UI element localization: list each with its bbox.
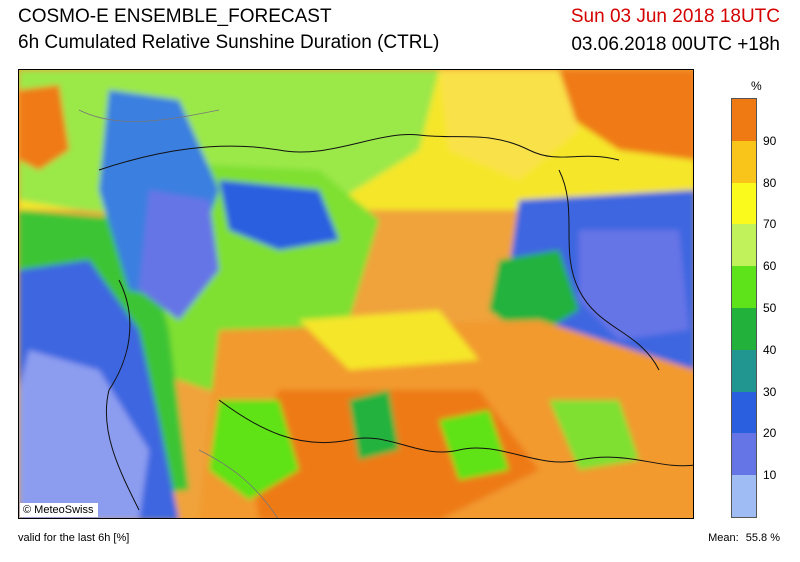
field-south-green-4 (549, 400, 639, 470)
legend-swatch-20-30 (732, 391, 756, 434)
field-northeast-yellow (439, 70, 579, 180)
validity-note: valid for the last 6h [%] (18, 532, 130, 544)
field-northwest-orange (19, 85, 69, 170)
mean-label: Mean: (708, 532, 739, 544)
legend-swatch-90-100 (732, 99, 756, 141)
chart-subtitle: 6h Cumulated Relative Sunshine Duration … (18, 32, 440, 53)
legend-tick-label: 40 (763, 342, 777, 357)
legend-tick-label: 70 (763, 217, 777, 232)
legend-tick-label: 90 (763, 133, 777, 148)
legend-tick-label: 50 (763, 301, 777, 315)
border-line-grey-1 (78, 109, 220, 122)
mean-value: 55.8 % (745, 532, 780, 544)
legend-tick-label: 60 (763, 259, 777, 274)
legend-swatch-70-80 (732, 182, 756, 225)
legend-swatch-50-60 (732, 266, 756, 308)
legend-swatch-40-50 (732, 308, 756, 350)
field-west-lightblue (19, 350, 149, 518)
field-inner-blue (139, 190, 219, 320)
field-jura-blue (219, 180, 339, 250)
legend-swatch-30-40 (732, 349, 756, 392)
legend-tick-label: 30 (763, 384, 777, 399)
border-line-grey-2 (198, 449, 279, 518)
legend-tick-label: 20 (763, 426, 777, 441)
chart-title: COSMO-E ENSEMBLE_FORECAST (18, 6, 332, 27)
legend-tick-label: 10 (763, 468, 777, 483)
field-northeast-orange (539, 70, 693, 160)
legend-swatch-80-90 (732, 140, 756, 183)
border-line-south (218, 399, 693, 467)
map-canvas (19, 70, 693, 518)
legend-swatch-0-10 (732, 475, 756, 517)
field-east-inner (579, 230, 689, 340)
border-line-north (98, 133, 620, 171)
legend-swatch-10-20 (732, 433, 756, 476)
field-south-green-3 (439, 410, 509, 480)
forecast-map: © MeteoSwiss (18, 69, 694, 519)
mean-readout: Mean: 55.8 % (704, 532, 780, 544)
legend-tick-label: 80 (763, 175, 777, 190)
field-east-teal (489, 250, 579, 340)
field-south-green-2 (349, 390, 399, 460)
border-line-east (558, 169, 660, 371)
color-legend (731, 98, 757, 518)
copyright-credit: © MeteoSwiss (20, 503, 99, 517)
legend-unit: % (751, 79, 762, 93)
border-line-west (105, 279, 140, 511)
field-south-green-1 (209, 400, 299, 500)
valid-time: Sun 03 Jun 2018 18UTC (570, 6, 780, 27)
field-south-yellow (299, 310, 479, 370)
run-time: 03.06.2018 00UTC +18h (571, 34, 780, 55)
legend-swatch-60-70 (732, 224, 756, 267)
